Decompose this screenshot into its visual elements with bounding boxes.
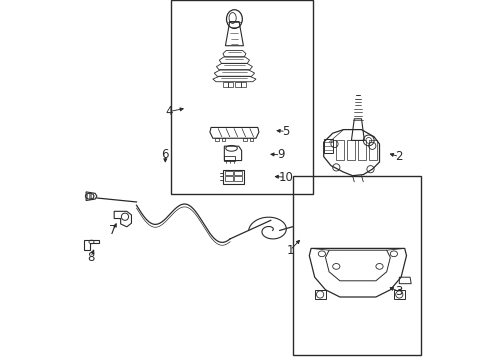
Text: 3: 3 <box>395 285 402 298</box>
Bar <box>222 138 225 141</box>
Bar <box>243 138 246 141</box>
Text: 4: 4 <box>165 105 172 118</box>
Bar <box>225 176 233 181</box>
Bar <box>223 170 244 184</box>
Bar <box>235 82 240 87</box>
Bar <box>225 171 233 175</box>
Bar <box>215 138 219 141</box>
Bar <box>234 176 242 181</box>
Bar <box>241 82 245 87</box>
Text: 10: 10 <box>278 171 293 184</box>
Bar <box>368 140 376 160</box>
Bar <box>346 140 354 160</box>
Text: 8: 8 <box>87 251 94 264</box>
Text: 2: 2 <box>395 150 402 163</box>
Text: 5: 5 <box>282 125 289 138</box>
Text: 9: 9 <box>276 148 284 161</box>
Text: 6: 6 <box>161 148 169 161</box>
Bar <box>292 176 420 355</box>
Text: 7: 7 <box>109 224 117 237</box>
Bar <box>357 140 365 160</box>
Bar <box>234 171 242 175</box>
Bar <box>223 82 227 87</box>
Text: 1: 1 <box>286 244 293 257</box>
Bar <box>336 140 344 160</box>
Bar <box>224 156 235 161</box>
Bar <box>323 139 332 153</box>
Bar <box>170 0 312 194</box>
Bar <box>249 138 253 141</box>
Bar <box>228 82 233 87</box>
